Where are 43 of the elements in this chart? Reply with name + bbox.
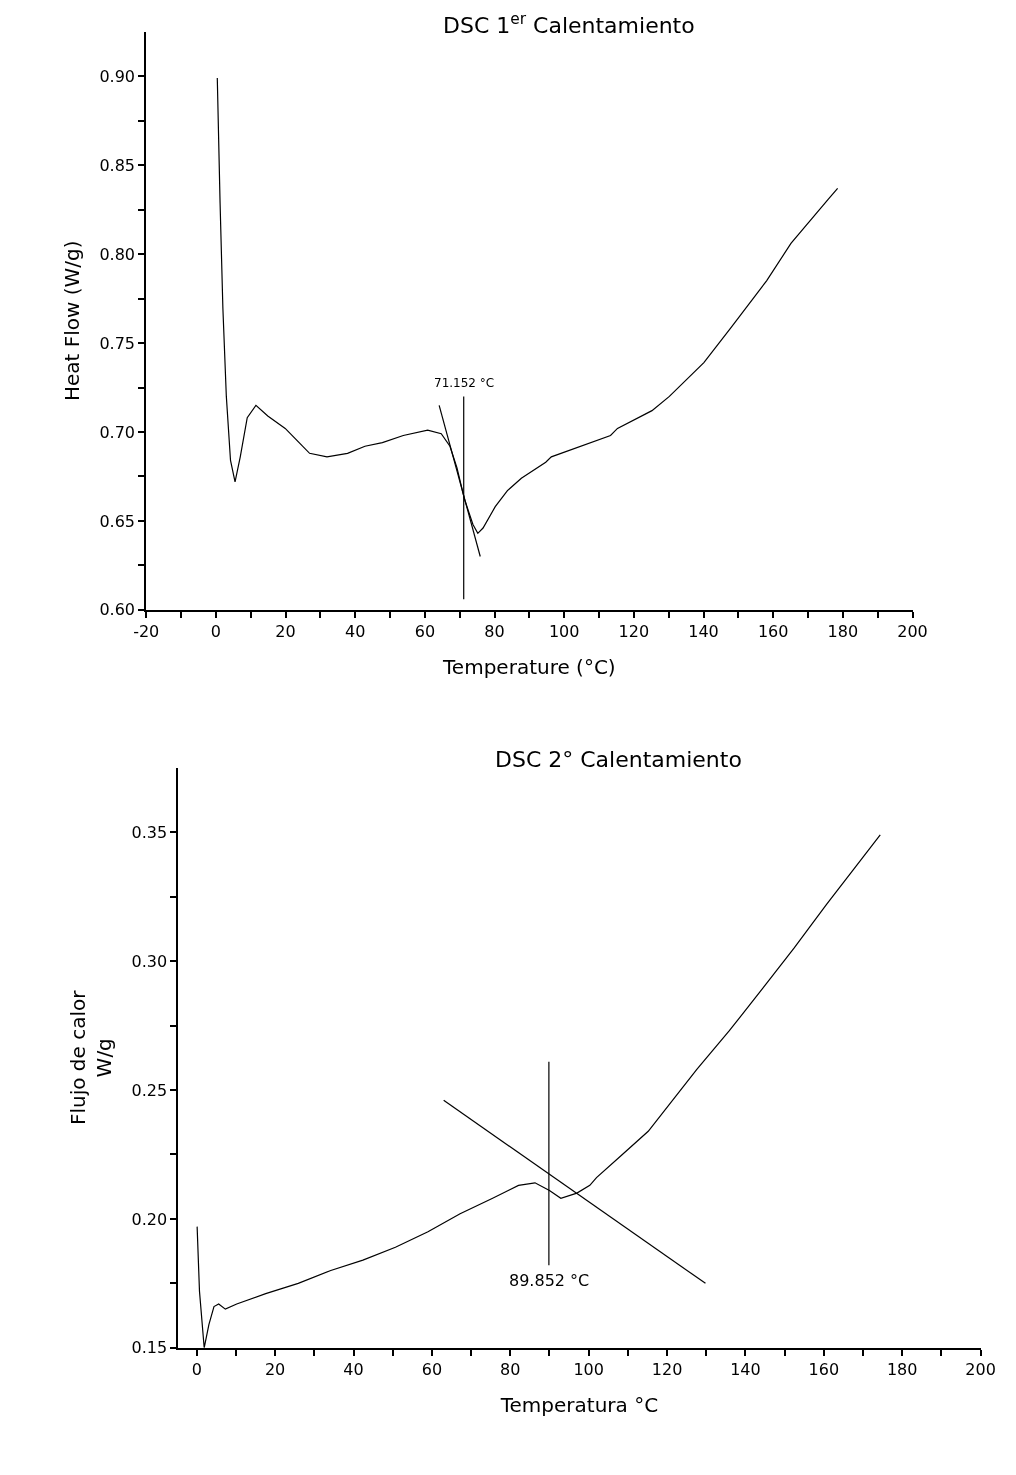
y-tick-label: 0.85 — [99, 155, 136, 175]
x-tick-label: 160 — [757, 622, 789, 642]
x-tick-label: 180 — [886, 1360, 918, 1379]
x-tick-label: -20 — [133, 622, 160, 642]
y-tick-label: 0.30 — [131, 951, 168, 971]
x-tick-label: 180 — [827, 622, 859, 642]
x-tick-label: 0 — [191, 1360, 202, 1379]
x-tick-label: 100 — [573, 1360, 604, 1379]
annotation: 89.852 °C — [509, 1271, 590, 1290]
x-tick-label: 40 — [343, 1360, 364, 1379]
x-tick-label: 120 — [618, 622, 650, 642]
x-tick-label: 40 — [345, 622, 366, 642]
y-tick-label: 0.80 — [99, 244, 136, 264]
y-tick-label: 0.90 — [99, 66, 136, 86]
annotation: 71.152 °C — [434, 376, 495, 390]
x-tick-label: 160 — [808, 1360, 840, 1379]
x-tick-label: 120 — [651, 1360, 683, 1379]
x-tick-label: 60 — [414, 622, 436, 642]
y-tick-label: 0.25 — [131, 1080, 168, 1100]
y-tick-label: 0.70 — [99, 422, 136, 442]
x-tick-label: 140 — [688, 622, 719, 642]
x-tick-label: 200 — [965, 1360, 996, 1379]
x-tick-label: 80 — [484, 622, 505, 642]
x-tick-label: 0 — [210, 622, 221, 642]
y-tick-label: 0.75 — [99, 333, 136, 353]
x-tick-label: 200 — [897, 622, 928, 642]
x-axis-title: Temperature (°C) — [442, 655, 616, 680]
chart-title: DSC 1$^{er}$ Calentamiento — [443, 10, 695, 39]
x-tick-label: 100 — [548, 622, 580, 642]
y-tick-label: 0.60 — [99, 600, 136, 620]
y-axis-title: Heat Flow (W/g) — [60, 240, 85, 402]
y-tick-label: 0.65 — [99, 511, 136, 531]
x-tick-label: 20 — [264, 1360, 286, 1379]
chart-title: DSC 2° Calentamiento — [495, 747, 742, 772]
x-tick-label: 140 — [730, 1360, 761, 1379]
x-tick-label: 60 — [421, 1360, 443, 1379]
y-tick-label: 0.35 — [131, 822, 168, 842]
y-tick-label: 0.15 — [131, 1338, 168, 1358]
x-tick-label: 80 — [500, 1360, 521, 1379]
y-tick-label: 0.20 — [131, 1209, 168, 1229]
y-axis-title: Flujo de calor W/g — [66, 989, 117, 1126]
x-tick-label: 20 — [275, 622, 296, 642]
x-axis-title: Temperatura °C — [499, 1393, 659, 1417]
